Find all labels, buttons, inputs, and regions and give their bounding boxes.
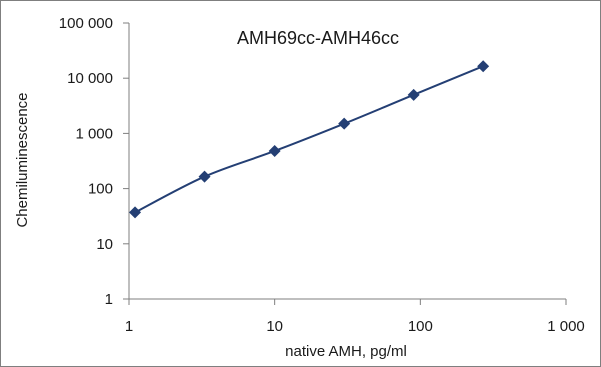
data-point-marker	[268, 144, 281, 157]
y-tick-label: 10	[96, 236, 113, 253]
y-tick-label: 10 000	[67, 70, 113, 87]
data-point-marker	[198, 170, 211, 183]
x-tick-label: 1	[125, 318, 133, 335]
data-point-marker	[407, 88, 420, 101]
data-point-marker	[338, 117, 351, 130]
x-tick-label: 10	[266, 318, 283, 335]
data-point-marker	[477, 60, 490, 73]
y-axis-title: Chemiluminescence	[14, 92, 31, 227]
y-tick-label: 1 000	[75, 125, 113, 142]
axes	[128, 23, 566, 300]
x-tick-label: 100	[408, 318, 433, 335]
y-tick-label: 1	[105, 291, 113, 308]
chart-title: AMH69cc-AMH46cc	[237, 28, 399, 48]
y-ticks: 1 10 100 1 000 10 000 100 000	[59, 15, 129, 308]
x-tick-label: 1 000	[547, 318, 585, 335]
data-point-marker	[129, 206, 142, 219]
series-layer	[129, 60, 490, 219]
y-tick-label: 100 000	[59, 15, 113, 32]
y-tick-label: 100	[88, 181, 113, 198]
x-axis-title: native AMH, pg/ml	[285, 343, 407, 360]
series-line	[134, 65, 484, 214]
x-ticks: 1 10 100 1 000	[125, 299, 585, 335]
